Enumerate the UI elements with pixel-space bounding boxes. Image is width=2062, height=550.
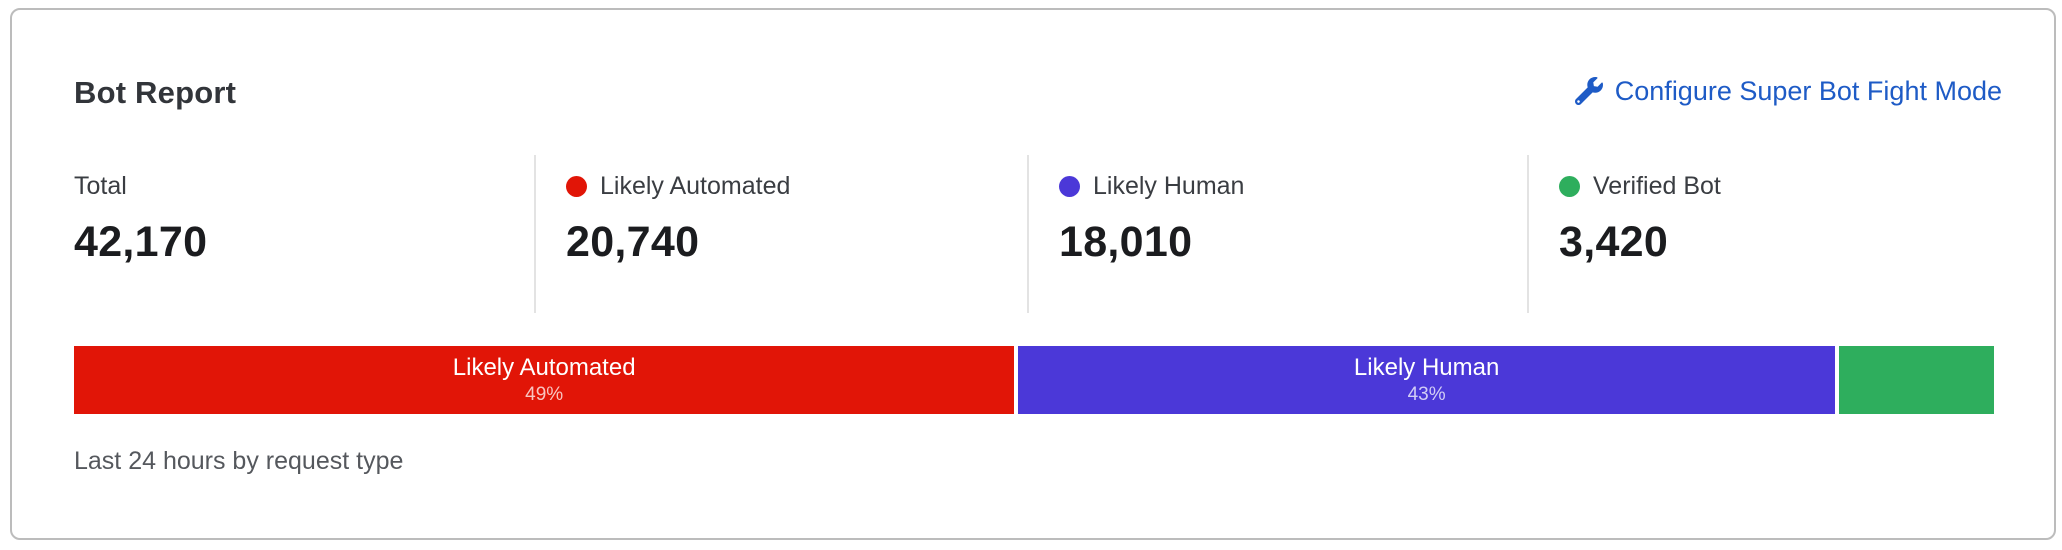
bar-segment-label: Likely Human [1353, 354, 1500, 381]
page-title: Bot Report [74, 75, 237, 110]
stat-value: 42,170 [74, 218, 208, 266]
stat-verified-bot: Verified Bot 3,420 [1527, 155, 2010, 313]
caption: Last 24 hours by request type [74, 447, 404, 475]
stat-likely-human: Likely Human 18,010 [1027, 155, 1527, 313]
stats-row: Total 42,170 Likely Automated 20,740 Lik… [74, 155, 2010, 313]
configure-super-bot-fight-mode-link[interactable]: Configure Super Bot Fight Mode [1574, 74, 2002, 108]
bar-segment-percent: 43% [1407, 384, 1446, 405]
bar-segment-likely-automated[interactable]: Likely Automated 49% [74, 346, 1015, 414]
stat-label: Likely Automated [600, 172, 791, 200]
wrench-icon [1574, 77, 1603, 106]
stat-label: Likely Human [1093, 172, 1245, 200]
likely-human-dot-icon [1059, 175, 1080, 197]
stacked-bar-chart: Likely Automated 49% Likely Human 43% [74, 346, 1994, 414]
configure-link-label: Configure Super Bot Fight Mode [1614, 76, 2002, 106]
card-header: Bot Report Configure Super Bot Fight Mod… [74, 74, 2002, 112]
stat-label: Total [74, 172, 127, 200]
stat-likely-automated: Likely Automated 20,740 [534, 155, 1027, 313]
bar-segment-label: Likely Automated [452, 354, 636, 381]
stat-label: Verified Bot [1593, 172, 1721, 200]
stat-value: 18,010 [1059, 218, 1193, 266]
verified-bot-dot-icon [1559, 175, 1580, 197]
bar-segment-verified-bot[interactable] [1838, 346, 1994, 414]
stat-value: 20,740 [566, 218, 700, 266]
likely-automated-dot-icon [566, 175, 587, 197]
bar-segment-likely-human[interactable]: Likely Human 43% [1018, 346, 1835, 414]
bot-report-card: Bot Report Configure Super Bot Fight Mod… [10, 8, 2056, 540]
stat-total: Total 42,170 [74, 155, 534, 313]
stat-value: 3,420 [1559, 218, 1669, 266]
bar-segment-percent: 49% [525, 384, 564, 405]
